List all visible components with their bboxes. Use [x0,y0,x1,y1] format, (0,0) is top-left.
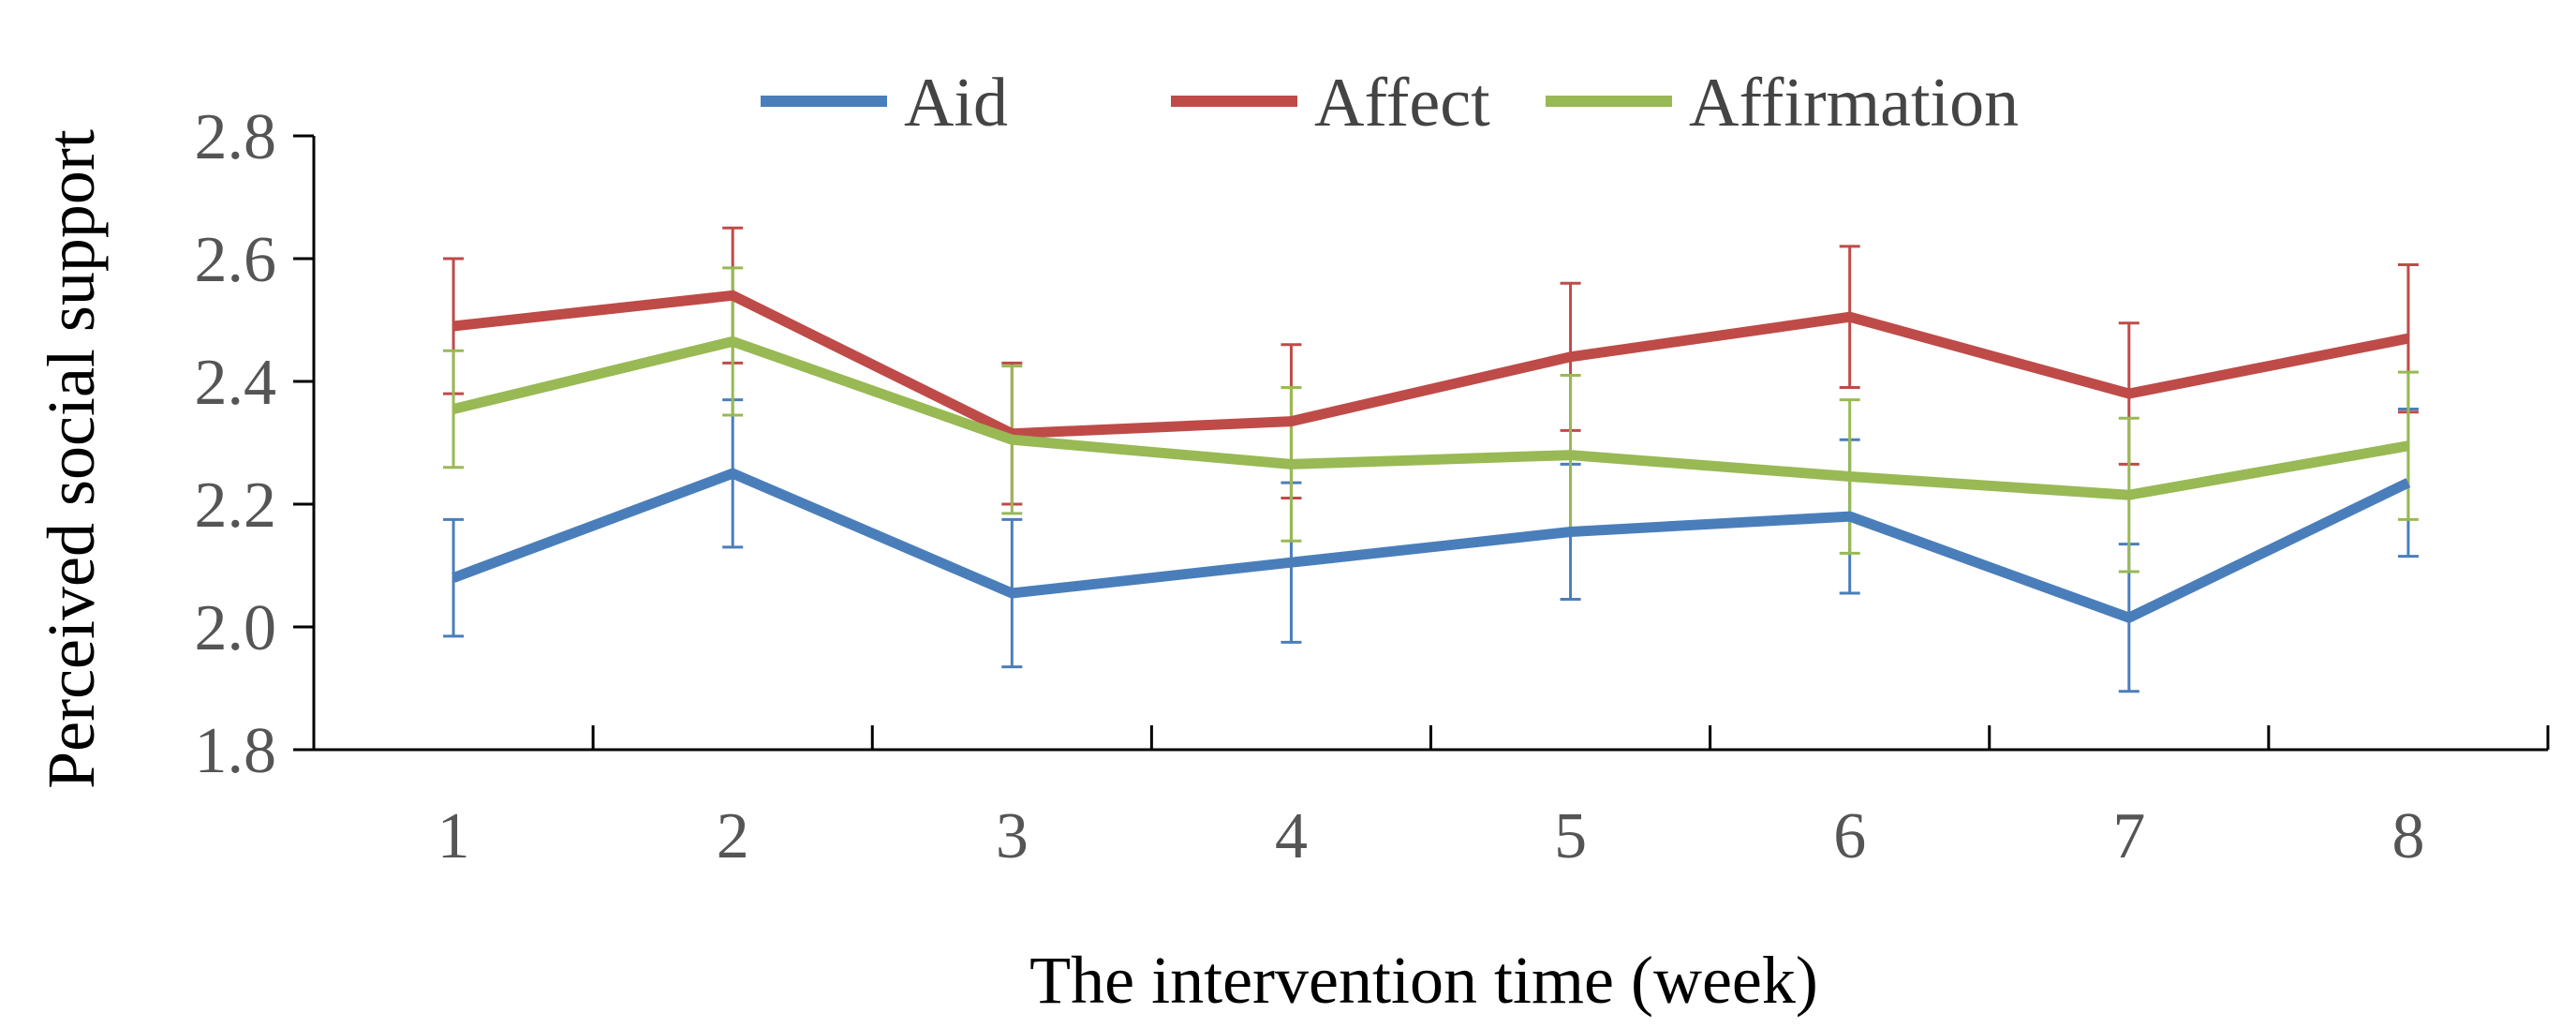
y-tick-label: 2.4 [195,347,277,419]
x-tick-label: 2 [717,800,749,872]
series-lines [452,290,2411,623]
series-line-aid [452,468,2411,623]
axes [293,134,2550,752]
series-line-affect [452,290,2409,440]
x-tick-label: 8 [2391,800,2424,872]
x-axis-title: The intervention time (week) [1029,943,1818,1018]
x-tick-label: 3 [996,800,1029,872]
series-line-affirmation [452,335,2409,500]
x-tick-label: 4 [1275,800,1308,872]
legend: Aid Affect Affirmation [761,65,2019,142]
x-tick-label: 6 [1833,800,1866,872]
tick-labels: 1.8 2.0 2.2 2.4 2.6 2.8 1 2 3 4 5 6 7 8 [195,101,2425,872]
x-tick-label: 7 [2112,800,2145,872]
y-tick-label: 2.0 [195,592,277,664]
y-tick-label: 1.8 [195,715,277,787]
x-tick-label: 1 [437,800,470,872]
y-axis-title: Perceived social support [34,129,109,789]
y-tick-label: 2.2 [195,469,277,542]
y-tick-label: 2.8 [195,101,277,173]
legend-label: Affect [1314,65,1490,142]
legend-label: Affirmation [1689,65,2019,142]
x-tick-label: 5 [1554,800,1587,872]
y-tick-label: 2.6 [195,224,277,296]
legend-label: Aid [904,65,1008,142]
